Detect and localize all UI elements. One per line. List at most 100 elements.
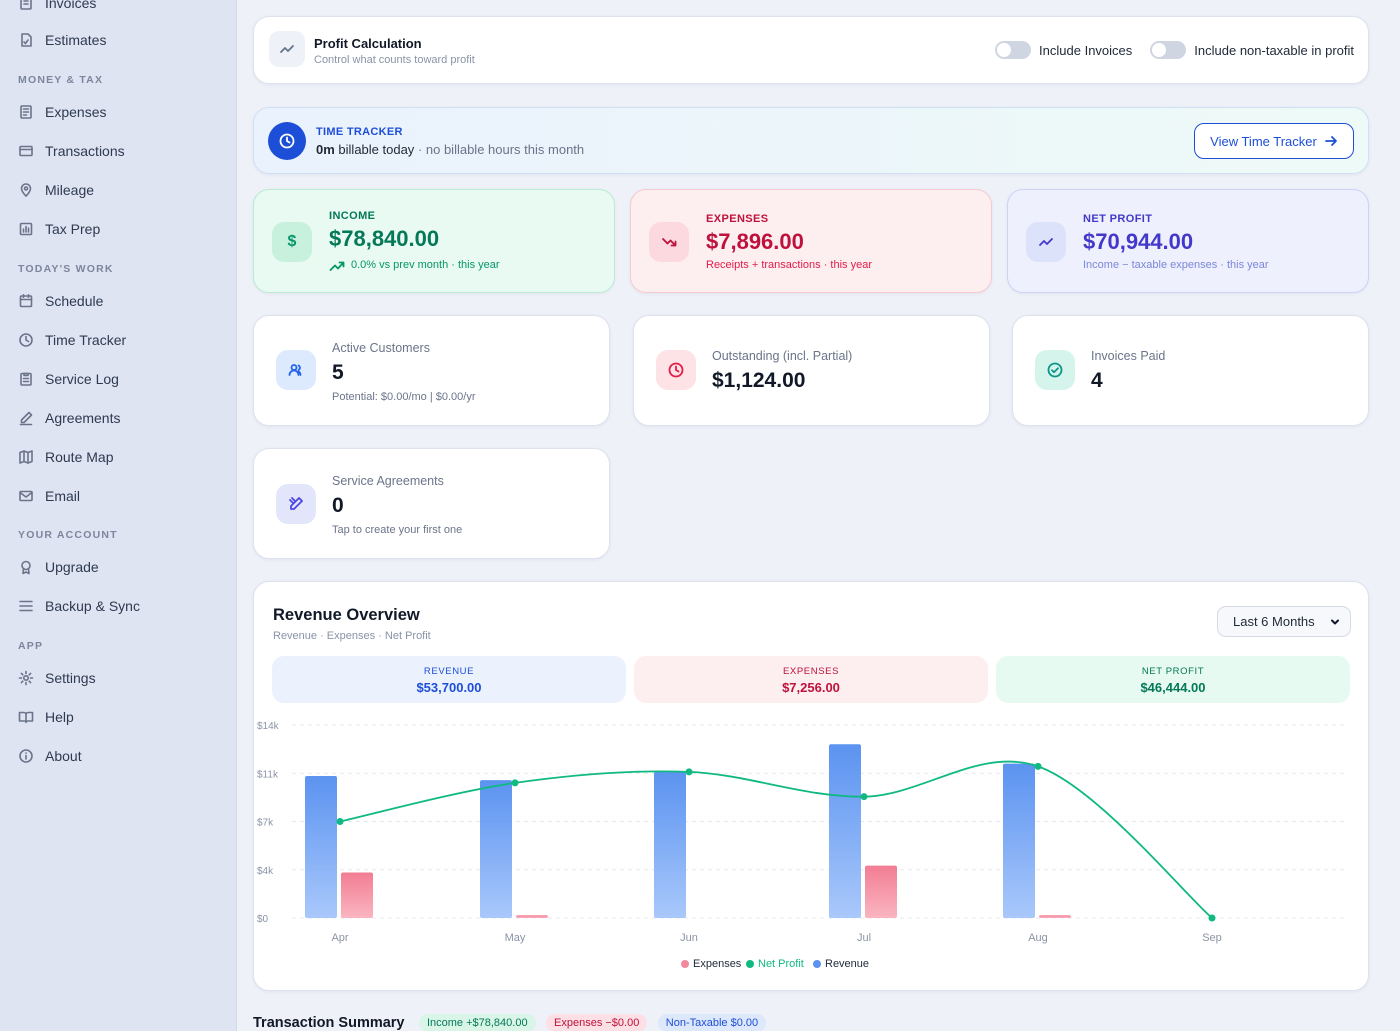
sidebar-item-mileage[interactable]: Mileage: [18, 179, 94, 201]
chevron-down-icon: [1331, 619, 1339, 625]
revenue-total-label: REVENUE: [423, 666, 475, 677]
income-value: $78,840.00: [329, 226, 440, 251]
revenue-subtitle: Revenue · Expenses · Net Profit: [273, 630, 431, 642]
sidebar-item-time-tracker[interactable]: Time Tracker: [18, 329, 126, 351]
sidebar-item-service-log[interactable]: Service Log: [18, 368, 119, 390]
expenses-total-label: EXPENSES: [782, 666, 839, 677]
chart-bars: [305, 744, 1071, 918]
section-title: YOUR ACCOUNT: [18, 529, 118, 541]
net-total-label: NET PROFIT: [1141, 666, 1205, 677]
legend-label: Net Profit: [758, 958, 804, 970]
legend-label: Revenue: [825, 958, 869, 970]
sidebar-item-label: Help: [45, 709, 74, 725]
sidebar-item-email[interactable]: Email: [18, 485, 80, 507]
revenue-title: Revenue Overview: [273, 606, 420, 624]
net-profit-point: [336, 818, 344, 825]
sidebar-item-estimates[interactable]: Estimates: [18, 29, 106, 51]
y-tick-label: $11k: [257, 769, 279, 780]
sidebar-item-about[interactable]: About: [18, 745, 82, 767]
summary-expenses-chip: Expenses −$0.00: [546, 1014, 648, 1031]
bar-chart-icon: [19, 222, 33, 236]
x-tick-label: May: [505, 932, 526, 944]
sidebar-item-help[interactable]: Help: [18, 706, 74, 728]
sidebar-item-label: Upgrade: [45, 559, 99, 575]
sidebar-item-label: Mileage: [45, 182, 95, 198]
revenue-overview-card: Revenue Overview Revenue · Expenses · Ne…: [253, 581, 1369, 991]
sidebar: Invoices Estimates MONEY & TAX Expenses …: [0, 0, 237, 1031]
pen-icon: [276, 484, 316, 524]
expenses-label: EXPENSES: [706, 213, 769, 225]
chart-line-icon: [1026, 222, 1066, 262]
trending-up-icon: [329, 261, 345, 271]
expenses-total-value: $7,256.00: [782, 680, 840, 695]
x-tick-label: Aug: [1028, 932, 1048, 944]
profit-subtitle: Control what counts toward profit: [314, 54, 475, 66]
sidebar-item-tax-prep[interactable]: Tax Prep: [18, 218, 100, 240]
active-customers-card[interactable]: Active Customers 5 Potential: $0.00/mo |…: [253, 315, 610, 426]
award-icon: [21, 560, 31, 575]
revenue-total-pill: REVENUE $53,700.00: [272, 656, 626, 703]
y-tick-label: $0: [257, 914, 269, 925]
net-profit-point: [511, 779, 519, 787]
sidebar-item-label: About: [45, 748, 82, 764]
legend-marker: [813, 960, 821, 968]
include-nontaxable-toggle[interactable]: [1150, 41, 1187, 59]
time-tracker-banner: TIME TRACKER 0m billable today · no bill…: [253, 107, 1369, 174]
y-axis-labels: $0 $4k $7k $11k $14k: [257, 721, 280, 925]
net-profit-point: [685, 768, 693, 776]
sidebar-item-expenses[interactable]: Expenses: [18, 101, 106, 123]
arrow-right-icon: [1324, 136, 1337, 146]
sidebar-item-label: Agreements: [45, 410, 121, 426]
sidebar-item-label: Email: [45, 488, 81, 504]
sidebar-item-upgrade[interactable]: Upgrade: [18, 556, 99, 578]
invoices-paid-card[interactable]: Invoices Paid 4: [1012, 315, 1369, 426]
include-invoices-toggle[interactable]: [995, 41, 1032, 59]
tracker-status: 0m billable today · no billable hours th…: [316, 142, 584, 157]
invoices-paid-label: Invoices Paid: [1091, 349, 1166, 363]
sidebar-item-backup-sync[interactable]: Backup & Sync: [18, 595, 140, 617]
revenue-chart: $0 $4k $7k $11k $14k Apr May Jun Jul Aug Sep Expe…: [257, 721, 1347, 970]
period-select-value: Last 6 Months: [1233, 614, 1315, 629]
sidebar-item-route-map[interactable]: Route Map: [18, 446, 113, 468]
expenses-value: $7,896.00: [706, 229, 804, 254]
receipt-icon: [20, 105, 32, 119]
period-select[interactable]: Last 6 Months: [1217, 606, 1351, 637]
y-tick-label: $14k: [257, 721, 280, 732]
tracker-value: 0m: [316, 142, 335, 157]
profit-toggles: Include Invoices Include non-taxable in …: [995, 41, 1354, 59]
sidebar-item-agreements[interactable]: Agreements: [18, 407, 120, 429]
sidebar-item-transactions[interactable]: Transactions: [18, 140, 125, 162]
revenue-bar: [1003, 763, 1035, 918]
trending-down-icon: [649, 222, 689, 262]
revenue-bar: [654, 771, 686, 918]
customers-value: 5: [332, 361, 344, 384]
check-circle-icon: [1035, 350, 1075, 390]
sidebar-item-invoices[interactable]: Invoices: [18, 0, 96, 14]
net-profit-card: NET PROFIT $70,944.00 Income − taxable e…: [1007, 189, 1369, 293]
outstanding-card[interactable]: Outstanding (incl. Partial) $1,124.00: [633, 315, 990, 426]
profit-title: Profit Calculation: [314, 36, 422, 51]
view-time-tracker-button[interactable]: View Time Tracker: [1194, 123, 1354, 159]
x-axis-labels: Apr May Jun Jul Aug Sep: [331, 932, 1221, 944]
view-time-tracker-label: View Time Tracker: [1210, 133, 1317, 149]
clipboard-icon: [20, 372, 32, 386]
customers-note: Potential: $0.00/mo | $0.00/yr: [332, 391, 476, 403]
net-total-pill: NET PROFIT $46,444.00: [996, 656, 1350, 703]
outstanding-value: $1,124.00: [712, 369, 806, 392]
y-tick-label: $7k: [257, 818, 274, 829]
transaction-summary-header: Transaction Summary Income +$78,840.00 E…: [253, 1014, 767, 1031]
sidebar-item-settings[interactable]: Settings: [18, 667, 96, 689]
clock-icon: [19, 333, 33, 347]
net-profit-point: [1034, 762, 1042, 770]
trend-icon: [269, 31, 305, 67]
sidebar-item-label: Schedule: [45, 293, 104, 309]
book-icon: [18, 711, 34, 724]
legend-marker: [746, 960, 754, 968]
revenue-bar: [305, 776, 337, 918]
x-tick-label: Jun: [680, 932, 698, 944]
service-agreements-card[interactable]: Service Agreements 0 Tap to create your …: [253, 448, 610, 559]
income-note: 0.0% vs prev month · this year: [351, 259, 500, 271]
sidebar-item-label: Service Log: [45, 371, 119, 387]
sidebar-item-schedule[interactable]: Schedule: [18, 290, 103, 312]
net-profit-label: NET PROFIT: [1083, 213, 1153, 225]
